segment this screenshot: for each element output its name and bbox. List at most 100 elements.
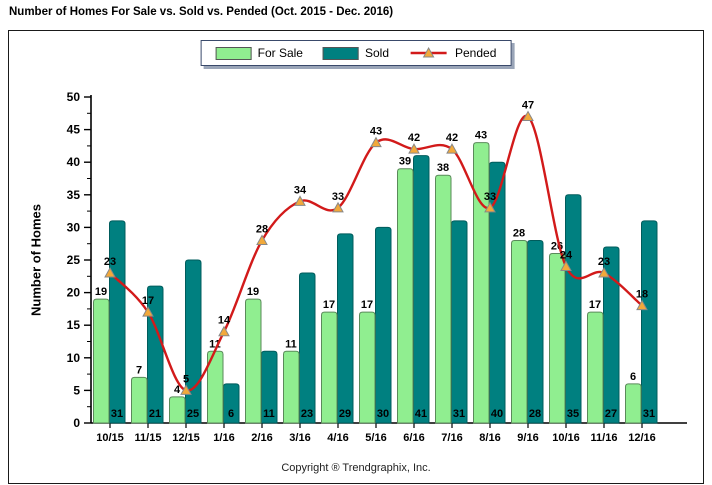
- y-tick-label: 35: [67, 188, 81, 202]
- x-tick-label: 4/16: [327, 432, 348, 444]
- pended-value-label: 34: [294, 184, 307, 196]
- bar-for-sale-11/15: [131, 376, 148, 424]
- pended-marker-9/16: [522, 110, 534, 122]
- x-tick-label: 9/16: [517, 432, 538, 444]
- pended-marker-8/16: [484, 201, 496, 213]
- pended-marker-11/15: [142, 306, 154, 317]
- pended-value-label: 23: [598, 256, 610, 268]
- sold-value-label: 35: [567, 408, 579, 420]
- sold-swatch-icon: [322, 46, 359, 60]
- pended-value-label: 28: [256, 223, 268, 235]
- for-sale-swatch-icon: [215, 46, 252, 60]
- pended-value-label: 23: [104, 256, 116, 268]
- bar-for-sale-2/16: [245, 298, 262, 424]
- x-tick-label: 7/16: [441, 432, 462, 444]
- x-tick-label: 11/16: [591, 432, 618, 444]
- y-tick-label: 20: [67, 286, 81, 300]
- pended-value-label: 5: [183, 373, 189, 385]
- pended-marker-12/15: [180, 384, 192, 395]
- pended-value-label: 24: [560, 250, 573, 262]
- copyright-footer: Copyright ® Trendgraphix, Inc.: [281, 462, 431, 474]
- pended-value-label: 42: [446, 132, 458, 144]
- sold-value-label: 21: [149, 408, 161, 420]
- y-tick-label: 10: [67, 351, 81, 365]
- chart-container: For Sale Sold Pended 0 5 10 15 20 25 30 35 40 45 5…: [8, 30, 704, 484]
- bar-sold-6/16: [413, 155, 430, 424]
- for-sale-value-label: 19: [95, 286, 107, 298]
- pended-value-label: 33: [484, 191, 496, 203]
- for-sale-value-label: 39: [399, 156, 411, 168]
- bar-for-sale-12/15: [169, 396, 186, 424]
- pended-value-label: 42: [408, 132, 420, 144]
- legend-item-for-sale: For Sale: [215, 46, 303, 60]
- legend-item-pended: Pended: [409, 46, 496, 60]
- sold-value-label: 40: [491, 408, 503, 420]
- pended-value-label: 17: [142, 295, 154, 307]
- pended-marker-4/16: [332, 201, 344, 213]
- pended-value-label: 43: [370, 126, 382, 138]
- sold-value-label: 31: [453, 408, 465, 420]
- y-tick-label: 40: [67, 155, 81, 169]
- x-tick-label: 10/15: [96, 432, 124, 444]
- pended-marker-7/16: [446, 143, 458, 154]
- pended-line: [109, 114, 643, 392]
- pended-value-label: 47: [522, 100, 534, 112]
- bar-sold-11/16: [603, 246, 620, 424]
- bar-sold-8/16: [489, 161, 506, 424]
- bar-for-sale-7/16: [435, 174, 452, 424]
- sold-value-label: 28: [529, 408, 541, 420]
- x-tick-label: 5/16: [365, 432, 386, 444]
- legend-label-for-sale: For Sale: [257, 46, 303, 60]
- pended-value-label: 14: [218, 315, 231, 327]
- legend-label-pended: Pended: [455, 46, 497, 60]
- y-tick-label: 50: [67, 90, 81, 104]
- bar-sold-7/16: [451, 220, 468, 424]
- page-title: Number of Homes For Sale vs. Sold vs. Pe…: [9, 6, 394, 18]
- y-tick-label: 25: [67, 253, 81, 267]
- bar-for-sale-3/16: [283, 350, 300, 424]
- sold-value-label: 30: [377, 408, 389, 420]
- bar-for-sale-8/16: [473, 142, 490, 424]
- pended-marker-11/16: [598, 267, 610, 278]
- y-axis-title: Number of Homes: [28, 204, 44, 316]
- for-sale-value-label: 17: [589, 299, 601, 311]
- pended-line-marker-icon: [411, 47, 448, 58]
- y-tick-label: 45: [67, 123, 81, 137]
- pended-marker-12/16: [636, 299, 648, 311]
- x-tick-label: 3/16: [289, 432, 310, 444]
- y-tick-label: 0: [73, 416, 80, 430]
- x-tick-label: 1/16: [213, 432, 234, 444]
- bar-for-sale-4/16: [321, 311, 338, 424]
- x-tick-label: 6/16: [403, 432, 424, 444]
- sold-value-label: 31: [111, 408, 123, 420]
- pended-marker-2/16: [256, 234, 268, 245]
- bar-for-sale-11/16: [587, 311, 604, 424]
- bar-sold-10/15: [109, 220, 126, 424]
- y-tick-label: 15: [67, 318, 81, 332]
- for-sale-value-label: 43: [475, 130, 487, 142]
- x-tick-label: 12/16: [628, 432, 656, 444]
- sold-value-label: 27: [605, 408, 617, 420]
- for-sale-value-label: 17: [361, 299, 373, 311]
- sold-value-label: 29: [339, 408, 351, 420]
- bar-for-sale-10/15: [93, 298, 110, 424]
- sold-value-label: 25: [187, 408, 199, 420]
- legend-label-sold: Sold: [364, 46, 390, 60]
- y-tick-label: 5: [73, 383, 80, 397]
- pended-value-label: 33: [332, 191, 344, 203]
- pended-marker-6/16: [408, 143, 420, 154]
- sold-value-label: 23: [301, 408, 313, 420]
- bar-sold-3/16: [299, 272, 316, 424]
- x-tick-label: 11/15: [135, 432, 162, 444]
- bar-sold-9/16: [527, 239, 544, 424]
- chart-legend: For Sale Sold Pended: [200, 40, 512, 66]
- bar-for-sale-10/16: [549, 252, 566, 424]
- bar-sold-2/16: [261, 350, 278, 424]
- pended-marker-10/15: [104, 267, 116, 278]
- pended-legend-triangle: [423, 47, 435, 58]
- for-sale-value-label: 28: [513, 227, 525, 239]
- pended-marker-3/16: [294, 195, 306, 206]
- for-sale-value-label: 4: [174, 384, 181, 396]
- bar-for-sale-6/16: [397, 168, 414, 424]
- x-tick-label: 2/16: [251, 432, 272, 444]
